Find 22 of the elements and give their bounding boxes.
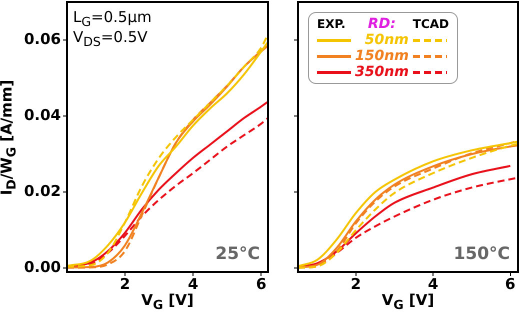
annotation: EXP.: [316, 16, 347, 32]
x-axis-title: V$_{G}$ [V]: [380, 291, 436, 312]
legend-title: RD:: [366, 16, 397, 32]
annotation: 25°C: [215, 244, 260, 264]
y-tick-label: 0.00: [24, 258, 61, 276]
y-tick-label: 0.02: [24, 182, 61, 200]
x-tick-label: 6: [505, 274, 516, 293]
y-tick-label: 0.06: [24, 30, 61, 48]
annotation: 150°C: [454, 244, 510, 264]
x-tick-label: 4: [188, 274, 198, 293]
annotation: TCAD: [412, 16, 450, 32]
x-tick-label: 2: [350, 274, 362, 293]
x-tick-label: 2: [120, 274, 130, 293]
x-axis-title: V$_{G}$ [V]: [140, 291, 195, 312]
legend-label: 150nm: [354, 48, 410, 64]
x-tick-label: 6: [256, 274, 266, 293]
legend-label: 350nm: [354, 64, 410, 80]
annotation: L$_{G}$=0.5µm: [73, 8, 152, 29]
x-tick-label: 4: [428, 274, 438, 293]
y-tick-label: 0.04: [24, 106, 61, 124]
annotation: V$_{DS}$=0.5V: [73, 28, 148, 49]
legend-label: 50nm: [364, 32, 410, 48]
